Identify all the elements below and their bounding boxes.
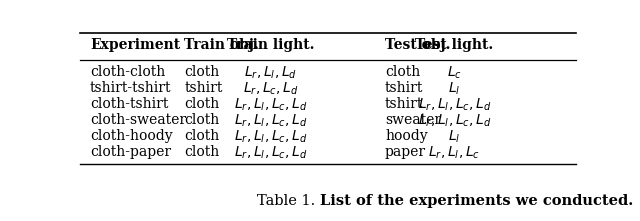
Text: $L_c$: $L_c$ xyxy=(447,65,462,81)
Text: $L_r, L_l, L_c, L_d$: $L_r, L_l, L_c, L_d$ xyxy=(418,97,492,113)
Text: cloth: cloth xyxy=(385,65,420,79)
Text: Test light.: Test light. xyxy=(415,38,493,51)
Text: $L_r, L_l, L_c, L_d$: $L_r, L_l, L_c, L_d$ xyxy=(418,113,492,129)
Text: $L_r, L_l, L_c, L_d$: $L_r, L_l, L_c, L_d$ xyxy=(234,145,308,161)
Text: sweater: sweater xyxy=(385,113,441,127)
Text: cloth: cloth xyxy=(184,129,220,143)
Text: Train light.: Train light. xyxy=(227,38,315,51)
Text: Table 1.: Table 1. xyxy=(257,194,320,208)
Text: Experiment: Experiment xyxy=(90,38,180,51)
Text: tshirt: tshirt xyxy=(385,81,424,95)
Text: $L_r, L_l, L_c$: $L_r, L_l, L_c$ xyxy=(428,145,481,161)
Text: $L_r, L_c, L_d$: $L_r, L_c, L_d$ xyxy=(243,81,299,97)
Text: $L_l$: $L_l$ xyxy=(448,129,461,145)
Text: cloth-tshirt: cloth-tshirt xyxy=(90,97,168,111)
Text: cloth-sweater: cloth-sweater xyxy=(90,113,186,127)
Text: cloth-paper: cloth-paper xyxy=(90,145,171,159)
Text: cloth: cloth xyxy=(184,65,220,79)
Text: paper: paper xyxy=(385,145,426,159)
Text: $L_r, L_l, L_c, L_d$: $L_r, L_l, L_c, L_d$ xyxy=(234,129,308,145)
Text: cloth: cloth xyxy=(184,113,220,127)
Text: $L_r, L_l, L_c, L_d$: $L_r, L_l, L_c, L_d$ xyxy=(234,97,308,113)
Text: cloth: cloth xyxy=(184,145,220,159)
Text: Train obj.: Train obj. xyxy=(184,38,259,51)
Text: $L_r, L_l, L_d$: $L_r, L_l, L_d$ xyxy=(244,65,298,81)
Text: cloth-hoody: cloth-hoody xyxy=(90,129,173,143)
Text: Test obj.: Test obj. xyxy=(385,38,451,51)
Text: List of the experiments we conducted.: List of the experiments we conducted. xyxy=(320,194,633,208)
Text: tshirt: tshirt xyxy=(184,81,223,95)
Text: $L_r, L_l, L_c, L_d$: $L_r, L_l, L_c, L_d$ xyxy=(234,113,308,129)
Text: tshirt: tshirt xyxy=(385,97,424,111)
Text: cloth: cloth xyxy=(184,97,220,111)
Text: cloth-cloth: cloth-cloth xyxy=(90,65,165,79)
Text: $L_l$: $L_l$ xyxy=(448,81,461,97)
Text: hoody: hoody xyxy=(385,129,428,143)
Text: tshirt-tshirt: tshirt-tshirt xyxy=(90,81,172,95)
